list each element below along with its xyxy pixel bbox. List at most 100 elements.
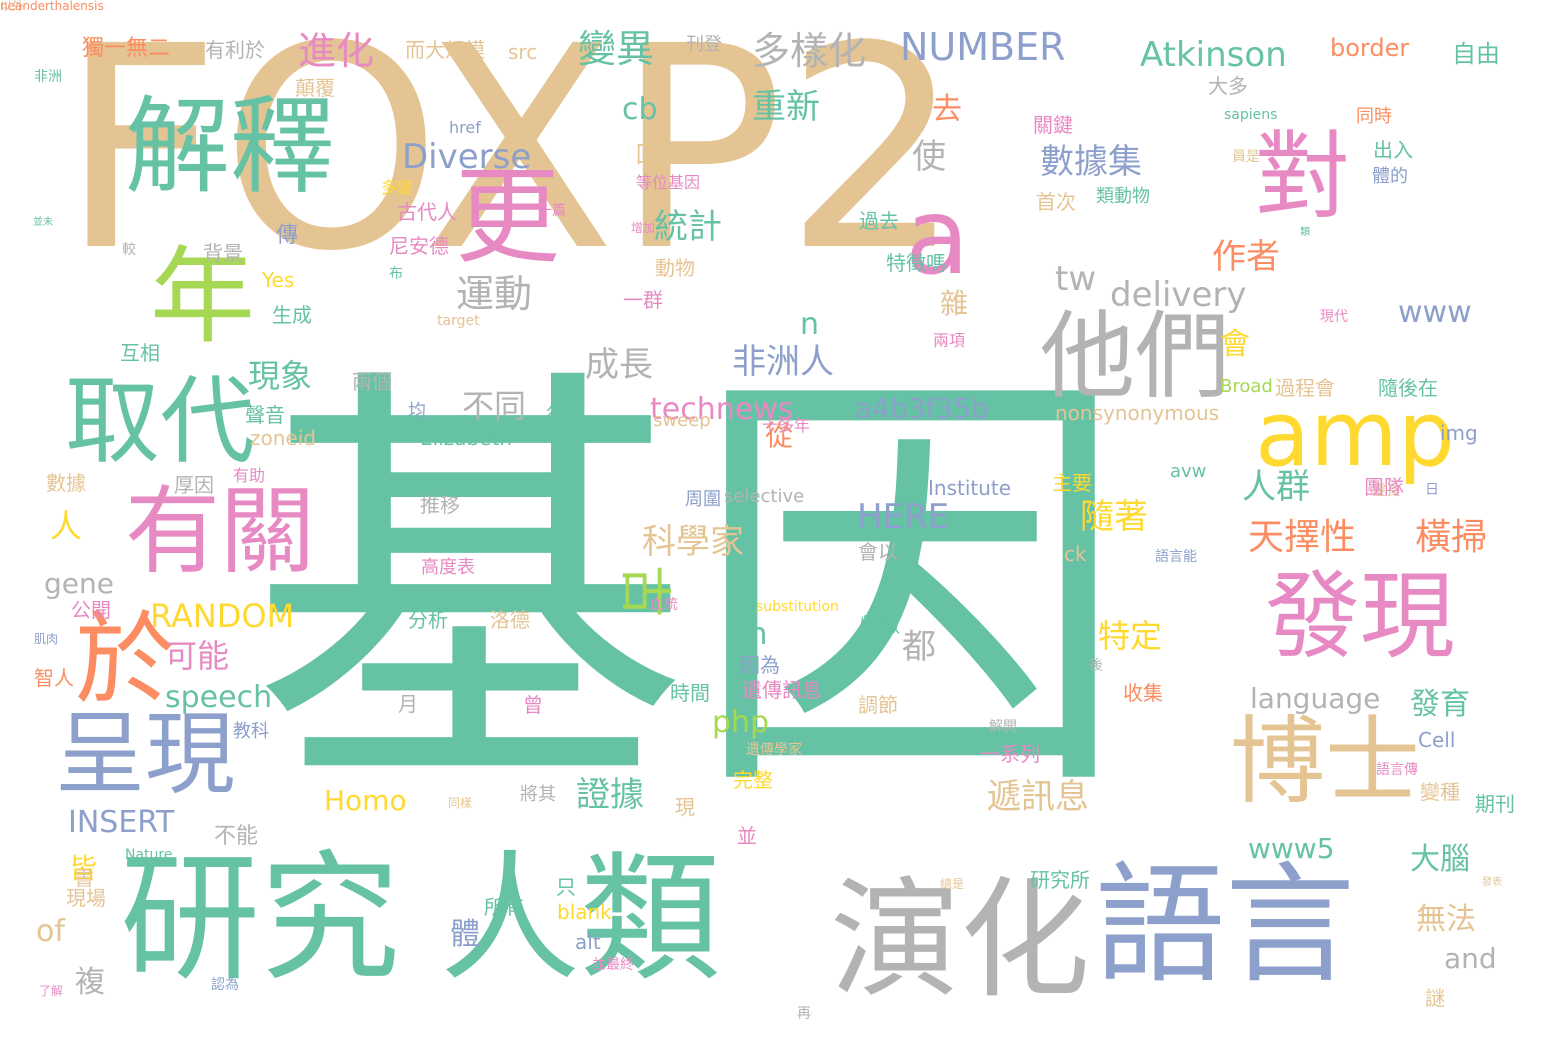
cloud-word: 證據 [576, 775, 644, 815]
cloud-word: 類動物 [1096, 186, 1150, 207]
cloud-word: delivery [1110, 275, 1247, 315]
cloud-word: 年 [150, 236, 256, 358]
cloud-word: 變種 [1420, 780, 1460, 804]
cloud-word: 對 [1255, 122, 1351, 232]
cloud-word: 可能 [165, 637, 230, 675]
cloud-word: 於 [75, 601, 175, 718]
cloud-word: 智人 [34, 666, 74, 690]
cloud-word: 並未 [33, 217, 53, 228]
cloud-word: 較 [122, 242, 136, 258]
cloud-word: 有利於 [205, 38, 265, 62]
cloud-word: 多變 [381, 178, 414, 197]
cloud-word: 呈現 [55, 702, 235, 807]
cloud-word: 隨後在 [1378, 376, 1438, 400]
cloud-word: Yes [262, 268, 295, 292]
cloud-word: 隨著 [1080, 497, 1148, 537]
cloud-word: href [449, 118, 481, 137]
cloud-word: 關鍵 [1033, 113, 1073, 137]
cloud-word: 解開 [989, 719, 1017, 735]
cloud-word: 大腦 [1410, 842, 1470, 877]
cloud-word: 周圍 [685, 489, 721, 510]
cloud-word: www5 [1248, 832, 1335, 865]
cloud-word: 謎 [1425, 986, 1445, 1010]
cloud-word: 再 [797, 1006, 811, 1022]
cloud-word: zoneid [250, 426, 316, 450]
cloud-word: border [1330, 34, 1410, 62]
cloud-word: 曾 [523, 693, 543, 717]
cloud-word: 數據集 [1040, 142, 1142, 182]
cloud-word: 尼安德 [389, 234, 449, 258]
cloud-word: 他們 [1040, 302, 1231, 412]
cloud-word: 特定 [1098, 617, 1163, 655]
cloud-word: 非洲 [34, 69, 62, 85]
cloud-word: 變異 [578, 27, 655, 71]
cloud-word: neanderthalensis [0, 0, 104, 13]
cloud-word: 高度表 [421, 557, 475, 578]
cloud-word: 特徵嗎 [886, 251, 946, 275]
cloud-word: 傳 [276, 223, 299, 248]
cloud-word: sweep [653, 410, 711, 431]
cloud-word: src [508, 40, 538, 64]
cloud-word: target [437, 313, 480, 329]
cloud-word: 一群 [623, 288, 663, 312]
cloud-word: 教科 [233, 721, 269, 742]
cloud-word: sapiens [1224, 107, 1278, 123]
cloud-word: selective [724, 486, 805, 507]
cloud-word: 皆 [69, 852, 98, 885]
cloud-word: 成長 [585, 345, 653, 385]
cloud-word: 兩個 [352, 370, 392, 394]
cloud-word: 數據 [46, 471, 86, 495]
cloud-word: 出入 [1373, 138, 1413, 162]
cloud-word: 現象 [248, 357, 313, 395]
cloud-word: Institute [928, 476, 1012, 500]
cloud-word: 書 [74, 866, 94, 890]
cloud-word: 肌肉 [34, 632, 59, 646]
cloud-word: 所有 [484, 895, 524, 919]
cloud-word: 雜 [940, 287, 969, 320]
cloud-word: 血統 [650, 597, 678, 613]
cloud-word: 獨一無二 [82, 36, 171, 61]
cloud-word: FOXP2 [60, 0, 963, 313]
cloud-word: 基因 [250, 334, 1130, 846]
cloud-word: 有關 [125, 477, 316, 587]
cloud-word: 推移 [420, 493, 460, 517]
cloud-word: 過程會 [1275, 376, 1335, 400]
cloud-word: 多樣化 [752, 29, 867, 73]
cloud-word: 古代人 [397, 200, 457, 224]
cloud-word: 動物 [655, 256, 695, 280]
cloud-word: 體 [450, 917, 480, 952]
cloud-word: 語言能 [1155, 549, 1197, 565]
cloud-word: 類 [1300, 227, 1310, 238]
cloud-word: nonsynonymous [1055, 401, 1220, 425]
cloud-word: 認為 [211, 977, 239, 993]
cloud-word: 作者 [1212, 237, 1280, 277]
cloud-word: 收集 [1123, 681, 1163, 705]
cloud-word: a4b3f35b [855, 392, 989, 425]
cloud-word: 重新 [752, 87, 820, 127]
cloud-word: 過去 [859, 209, 899, 233]
cloud-word: 聲音 [245, 403, 285, 427]
cloud-word: 生成 [272, 303, 312, 327]
cloud-word: 遺傳學家 [746, 742, 802, 758]
cloud-word: avw [1170, 461, 1207, 482]
cloud-word: HERE [857, 497, 950, 537]
cloud-word: 科學家 [642, 522, 744, 562]
cloud-word: 取代 [65, 367, 256, 477]
cloud-word: 同樣 [448, 796, 473, 810]
cloud-word: 均 [408, 401, 426, 422]
cloud-word: 兩項 [933, 331, 966, 350]
cloud-word: Homo [324, 784, 407, 817]
cloud-word: 遺傳訊息 [742, 678, 822, 702]
cloud-word: 遞訊息 [987, 777, 1089, 817]
cloud-word: 時間 [670, 681, 710, 705]
cloud-word: www [1398, 295, 1472, 330]
cloud-word: 顛覆 [295, 76, 335, 100]
cloud-word: 後 [1089, 658, 1103, 674]
cloud-word: 現場 [66, 886, 106, 910]
cloud-word: 員是 [1232, 149, 1260, 165]
cloud-word: 人群 [1242, 467, 1310, 507]
cloud-word: Broad [1220, 376, 1273, 397]
cloud-word: 體的 [1372, 166, 1408, 187]
cloud-word: 將其 [520, 784, 556, 805]
